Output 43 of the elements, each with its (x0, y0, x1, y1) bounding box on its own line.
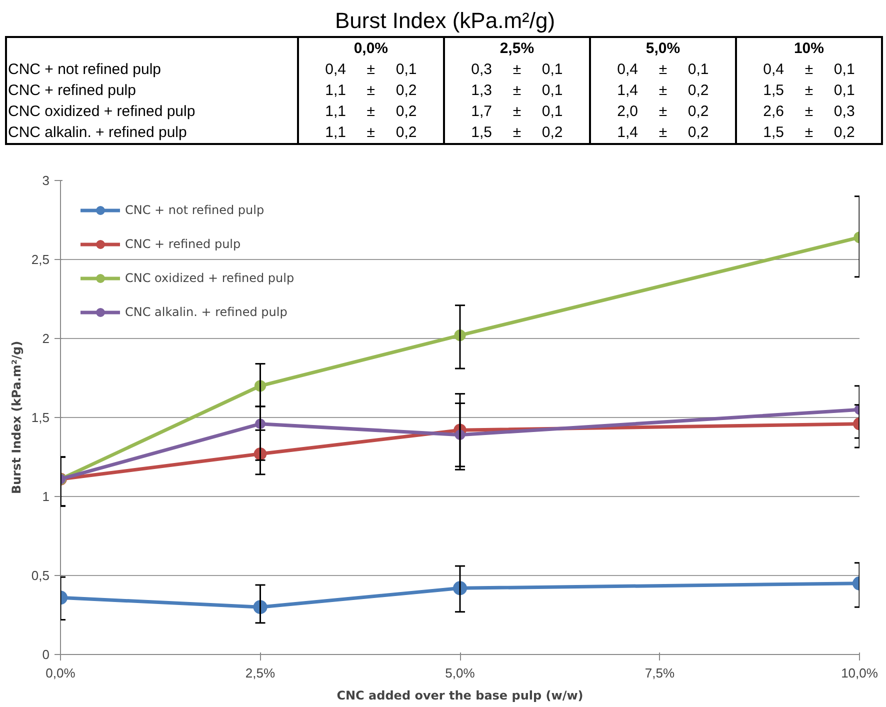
text: 10% (736, 37, 882, 60)
y-tick-label: 1,5 (31, 410, 50, 425)
y-axis-title: Burst Index (kPa.m²/g) (9, 340, 24, 494)
text: 1,5 ± 0,2 (444, 122, 590, 144)
x-tick-label: 10,0% (841, 666, 878, 680)
text: 1,1 ± 0,2 (298, 101, 444, 122)
text: 2,0 ± 0,2 (590, 101, 736, 122)
x-tick-label: 2,5% (245, 666, 276, 680)
text: 2,5% (444, 37, 590, 60)
text: 2,6 ± 0,3 (736, 101, 882, 122)
text: 1,4 ± 0,2 (590, 80, 736, 102)
text: 5,0% (590, 37, 736, 60)
text: 1,5 ± 0,1 (736, 80, 882, 102)
legend-label: CNC alkalin. + refined pulp (125, 305, 288, 319)
text: CNC + not refined pulp (8, 61, 162, 78)
y-tick-label: 0 (42, 647, 50, 662)
text: 1,4 ± 0,2 (590, 122, 736, 144)
text: 0,4 ± 0,1 (298, 59, 444, 80)
chart-title: Burst Index (kPa.m²/g) (334, 7, 556, 35)
text: 0,4 ± 0,1 (590, 59, 736, 80)
y-tick-label: 2,5 (31, 252, 50, 267)
x-tick-label: 5,0% (445, 666, 476, 680)
text: 1,3 ± 0,1 (444, 80, 590, 102)
text: 1,1 ± 0,2 (298, 122, 444, 144)
x-axis-title: CNC added over the base pulp (w/w) (336, 688, 584, 702)
legend-label: CNC oxidized + refined pulp (125, 271, 294, 285)
text: CNC alkalin. + refined pulp (8, 124, 187, 142)
x-tick-label: 7,5% (644, 666, 676, 680)
text: 1,1 ± 0,2 (298, 80, 444, 102)
x-tick-label: 0,0% (46, 666, 76, 680)
text: 0,0% (298, 37, 444, 60)
text: CNC oxidized + refined pulp (8, 103, 196, 120)
y-tick-label: 2 (42, 331, 50, 346)
y-tick-label: 0,5 (31, 568, 50, 583)
text: 0,3 ± 0,1 (444, 59, 590, 80)
text: 1,5 ± 0,2 (736, 122, 882, 144)
text: 1,7 ± 0,1 (444, 101, 590, 122)
legend-label: CNC + not refined pulp (125, 203, 264, 217)
text: CNC + refined pulp (8, 82, 136, 100)
text: 0,4 ± 0,1 (736, 59, 882, 80)
y-tick-label: 1 (42, 489, 50, 504)
y-tick-label: 3 (42, 173, 50, 188)
legend-label: CNC + refined pulp (125, 237, 241, 251)
